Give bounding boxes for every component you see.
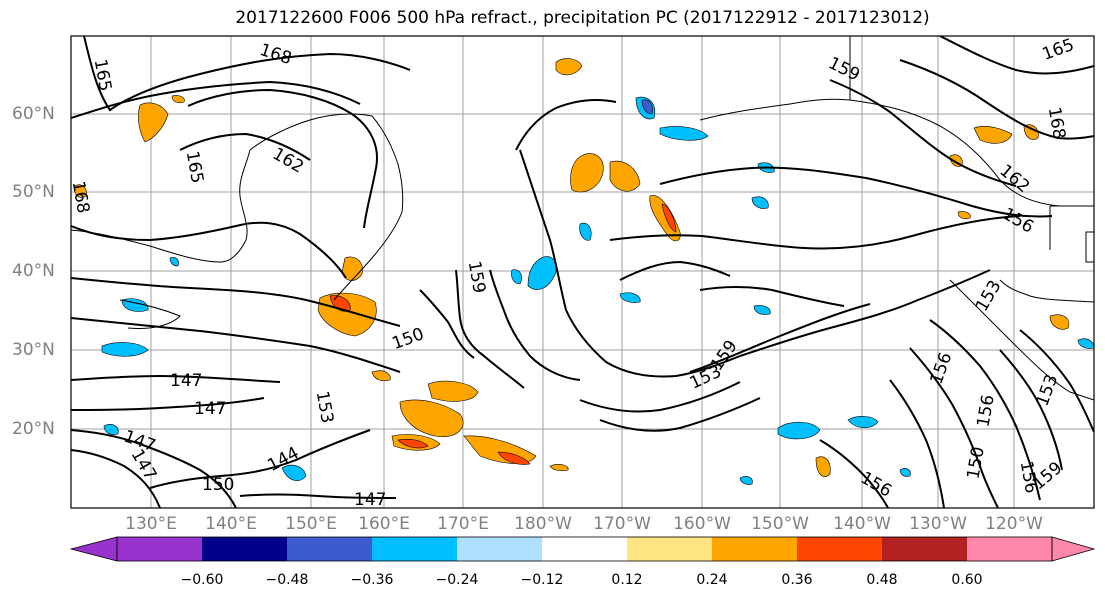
lon-label: 140°E: [205, 514, 257, 534]
lat-label: 60°N: [12, 104, 55, 124]
colorbar-segment: [627, 537, 712, 561]
colorbar-segment: [117, 537, 202, 561]
lon-label: 150°E: [285, 514, 337, 534]
lon-label: 160°E: [358, 514, 410, 534]
colorbar-tick-label: −0.36: [350, 572, 394, 588]
colorbar-tick-label: 0.36: [781, 572, 813, 588]
lon-label: 170°E: [437, 514, 489, 534]
colorbar-min-extension: [69, 536, 118, 562]
colorbar-tick-label: 0.12: [611, 572, 643, 588]
colorbar-tick-label: −0.48: [265, 572, 309, 588]
colorbar-segment: [542, 537, 627, 561]
contour-label: 168: [68, 180, 93, 215]
colorbar-tick-label: −0.12: [520, 572, 564, 588]
colorbar-max-extension: [1051, 536, 1096, 562]
lat-label: 50°N: [12, 182, 55, 202]
colorbar-segment: [457, 537, 542, 561]
chart-title: 2017122600 F006 500 hPa refract., precip…: [235, 8, 930, 28]
colorbar-segment: [372, 537, 457, 561]
contour-labels: 165 168 162 165 168 159 159 153 159 147 …: [68, 36, 1077, 510]
colorbar-segment: [967, 537, 1052, 561]
lat-label: 40°N: [12, 261, 55, 281]
colorbar-tick-label: 0.48: [866, 572, 898, 588]
contour-label: 150: [202, 475, 234, 495]
contour-label: 147: [354, 490, 386, 510]
colorbar-segment: [287, 537, 372, 561]
lon-label: 170°W: [593, 514, 651, 534]
lat-label: 30°N: [12, 340, 55, 360]
lon-label: 120°W: [985, 514, 1043, 534]
colorbar-segment: [712, 537, 797, 561]
lon-label: 140°W: [833, 514, 891, 534]
lon-label: 160°W: [673, 514, 731, 534]
contour-label: 147: [170, 371, 202, 391]
contour-label: 147: [194, 399, 226, 419]
colorbar-segment: [202, 537, 287, 561]
lat-label: 20°N: [12, 419, 55, 439]
graticule: [71, 36, 1094, 508]
lon-label: 130°E: [125, 514, 177, 534]
colorbar-tick-label: −0.60: [180, 572, 224, 588]
lon-label: 150°W: [751, 514, 809, 534]
colorbar-tick-label: 0.24: [696, 572, 728, 588]
lon-label: 130°W: [909, 514, 967, 534]
colorbar-tick-label: 0.60: [951, 572, 983, 588]
lon-label: 180°W: [514, 514, 572, 534]
colorbar-segment: [797, 537, 882, 561]
colorbar: [69, 536, 1096, 562]
contour-lines: [71, 36, 1094, 508]
colorbar-tick-label: −0.24: [435, 572, 479, 588]
colorbar-segment: [882, 537, 967, 561]
